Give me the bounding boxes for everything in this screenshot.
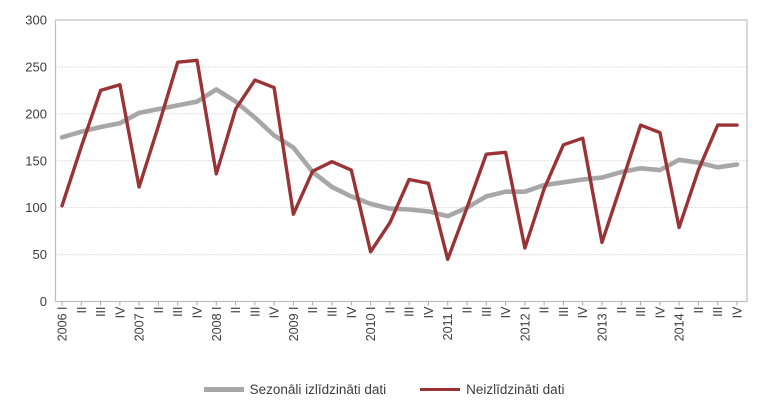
y-axis-label: 150 [25,153,47,168]
x-axis-label: 2014 I [673,307,687,342]
x-axis-label: II [461,307,475,314]
x-axis-label: 2011 I [441,307,455,341]
x-axis-label: III [94,307,108,317]
x-axis-label: IV [268,306,282,318]
x-axis-label: II [383,307,397,314]
x-axis-label: III [171,307,185,317]
x-axis-label: 2006 I [56,307,70,342]
x-axis-label: II [538,307,552,314]
x-axis-label: IV [499,306,513,318]
x-axis-label: III [248,307,262,317]
x-axis-label: 2007 I [133,307,147,342]
legend-item-unadjusted: Neizlīdzināti dati [420,382,564,397]
x-axis-label: III [557,307,571,317]
x-axis-label: II [229,307,243,314]
x-axis-label: IV [576,306,590,318]
legend-label-unadjusted: Neizlīdzināti dati [466,382,565,397]
x-axis-label: IV [731,306,745,318]
plot-border [54,19,748,303]
x-axis-label: III [326,307,340,317]
legend-line-swatch-red [420,388,461,391]
y-axis-label: 100 [25,200,47,215]
x-axis-label: III [634,307,648,317]
x-axis-label: IV [113,306,127,318]
x-axis-label: IV [422,306,436,318]
x-axis-label: II [306,307,320,314]
y-axis-label: 300 [25,13,47,28]
legend-item-seasonally-adjusted: Sezonāli izlīdzināti dati [203,382,387,397]
y-axis-label: 200 [25,106,47,121]
x-axis-label: II [692,307,706,314]
x-axis-label: 2013 I [596,307,610,342]
series-line-unadjusted [60,58,739,261]
x-axis-label: III [480,307,494,317]
chart-legend: Sezonāli izlīdzināti dati Neizlīdzināti … [0,382,768,397]
x-axis-label: IV [653,306,667,318]
x-axis-label: III [403,307,417,317]
y-axis-label: 0 [40,294,47,309]
y-axis-label: 50 [33,247,47,262]
x-axis-label: II [152,307,166,314]
legend-line-swatch-gray [203,387,244,392]
x-axis-label: III [711,307,725,317]
y-axis-label: 250 [25,59,47,74]
x-axis-label: IV [191,306,205,318]
x-axis-label: 2008 I [210,307,224,342]
x-axis-label: 2010 I [364,307,378,342]
x-axis-label: IV [345,306,359,318]
x-axis-label: II [615,307,629,314]
x-axis-label: 2009 I [287,307,301,342]
legend-label-seasonally-adjusted: Sezonāli izlīdzināti dati [249,382,387,397]
x-axis-label: 2012 I [518,307,532,342]
x-axis-label: II [75,307,89,314]
